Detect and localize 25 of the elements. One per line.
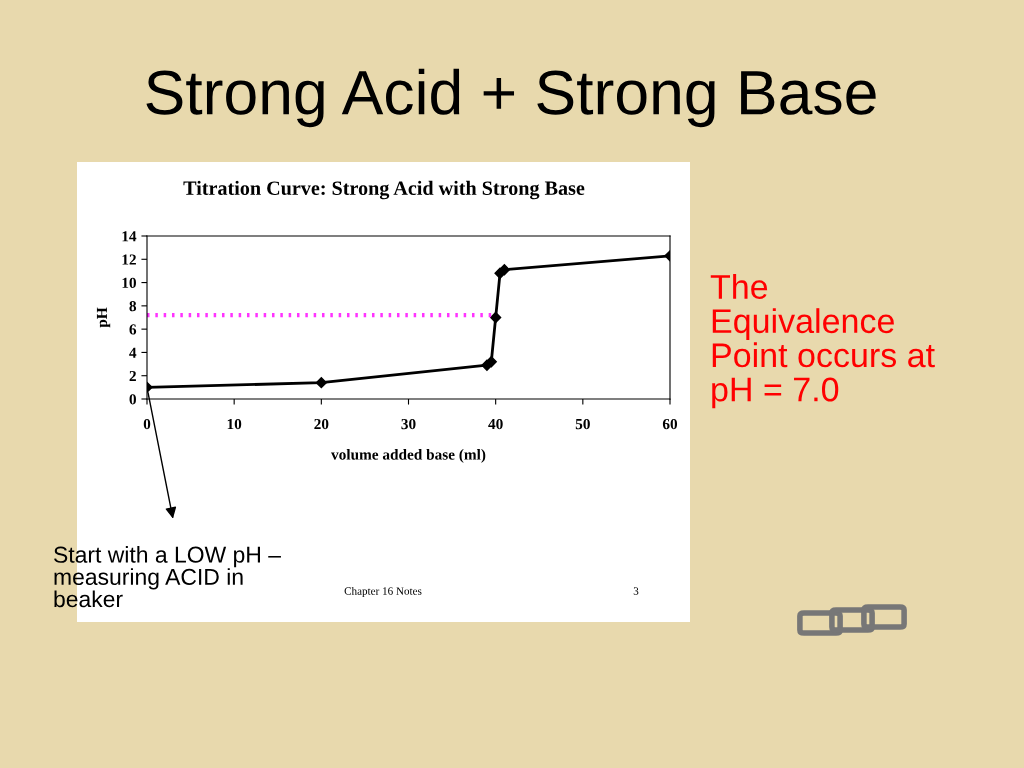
- y-tick-label: 14: [122, 231, 137, 242]
- chart-subtitle: Titration Curve: Strong Acid with Strong Base: [183, 180, 585, 200]
- text: Chapter 16 Notes: [344, 586, 422, 598]
- y-tick-label: 4: [129, 347, 137, 358]
- y-tick-label: 0: [129, 394, 136, 405]
- y-tick-label: 6: [129, 324, 137, 335]
- y-tick-label: 10: [122, 277, 136, 289]
- y-tick-label: 12: [122, 254, 136, 265]
- x-axis-title: volume added base (ml): [331, 448, 486, 463]
- y-tick-label: 8: [129, 301, 137, 312]
- y-axis-title: pH: [96, 307, 111, 328]
- x-tick-label: 10: [227, 418, 242, 430]
- x-tick-label: 30: [401, 418, 416, 430]
- chart-title: Strong Acid + Strong Base: [146, 68, 876, 128]
- text: The Equivalence Point occurs at pH = 7.0: [710, 274, 935, 409]
- point: [490, 311, 502, 324]
- y-tick-label: 2: [129, 370, 136, 382]
- point: [315, 377, 327, 389]
- x-tick-label: 60: [662, 418, 678, 430]
- x-tick-label: 40: [488, 418, 503, 430]
- x-tick-label: 20: [314, 418, 329, 430]
- x-tick-label: 0: [143, 418, 151, 430]
- annotation: Start with a LOW pH – measuring ACID in beaker: [54, 546, 281, 608]
- text: 3: [633, 587, 639, 595]
- x-tick-label: 50: [575, 418, 590, 430]
